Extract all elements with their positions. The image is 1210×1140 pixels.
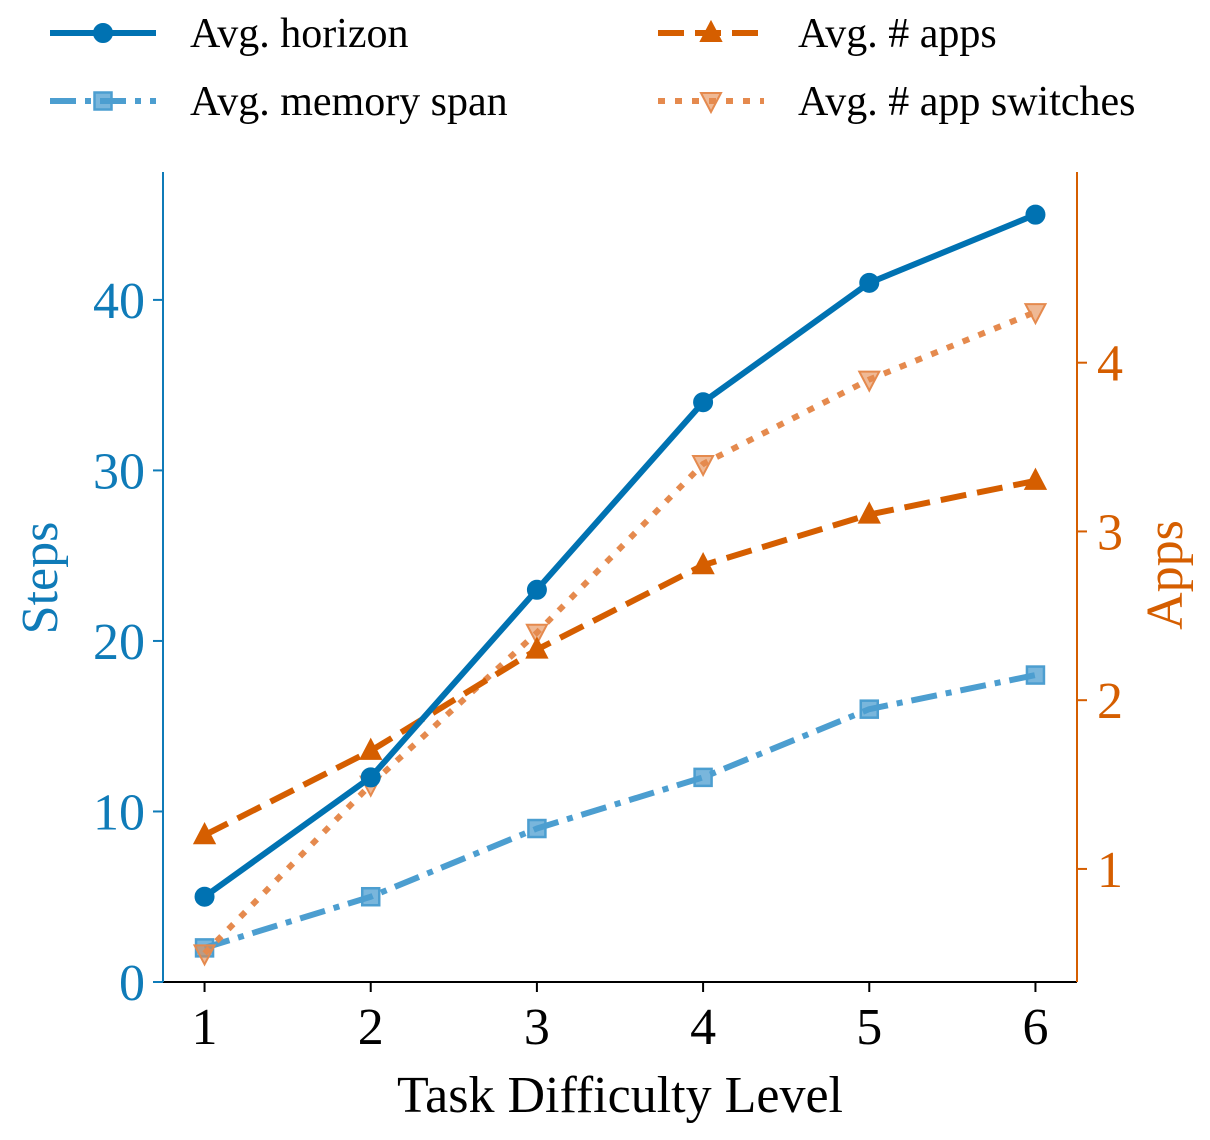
x-tick-label: 2: [358, 999, 384, 1056]
y-axis-title-steps: Steps: [12, 522, 69, 635]
series-apps-line: [203, 477, 1037, 838]
series-horizon-line: [202, 211, 1037, 900]
x-axis-title: Task Difficulty Level: [397, 1067, 843, 1124]
x-tick-label: 3: [524, 999, 550, 1056]
series-app-switches-point: [691, 454, 715, 478]
legend-marker: [93, 91, 113, 111]
series-apps-point: [1023, 467, 1048, 490]
legend-entry: Avg. horizon: [50, 11, 409, 57]
x-tick-label: 1: [192, 999, 218, 1056]
series-apps: [192, 467, 1048, 845]
legend-label: Avg. horizon: [190, 11, 409, 57]
series-memory-span-point: [527, 818, 547, 839]
y-axis-title-apps: Apps: [1137, 520, 1194, 630]
y-tick-label-steps: 0: [119, 955, 145, 1012]
series-horizon-point: [194, 886, 215, 907]
series-horizon-point: [859, 272, 880, 293]
legend-label: Avg. memory span: [190, 79, 508, 125]
legend-label: Avg. # app switches: [798, 79, 1136, 125]
x-tick-label: 6: [1022, 999, 1048, 1056]
series-app-switches-point: [525, 623, 549, 646]
series-memory-span-line: [203, 672, 1037, 951]
series-horizon-point: [1025, 204, 1046, 225]
series-memory-span-point: [1025, 665, 1046, 685]
series-horizon-point: [526, 579, 547, 600]
legend-label: Avg. # apps: [798, 11, 997, 57]
x-tick-label: 5: [856, 999, 882, 1056]
y-tick-label-steps: 40: [93, 273, 145, 330]
series-apps-point: [525, 636, 549, 659]
series-app-switches-line: [202, 309, 1037, 956]
y-tick-label-steps: 10: [93, 784, 145, 841]
legend-entry: Avg. memory span: [50, 79, 508, 125]
legend: Avg. horizon Avg. memory span Avg. # apps A…: [50, 11, 1136, 125]
series-apps-point: [691, 552, 715, 575]
series-apps-point: [857, 501, 881, 524]
legend-entry: Avg. # apps: [658, 11, 997, 57]
plot-area: 1 2 3 4 5 6 0 10 20 30 40 1 2 3 4: [93, 172, 1123, 1056]
y-tick-label-steps: 20: [93, 614, 145, 671]
y-tick-label-apps: 3: [1097, 504, 1123, 561]
series-memory-span-point: [859, 699, 880, 719]
series-app-switches-point: [192, 944, 217, 967]
series-memory-span-point: [693, 767, 713, 788]
y-tick-label-apps: 2: [1097, 673, 1123, 730]
series-app-switches: [192, 303, 1048, 967]
series-memory-span-point: [360, 886, 381, 907]
series-horizon-point: [693, 392, 714, 413]
y-tick-label-apps: 4: [1097, 336, 1123, 393]
series-horizon-point: [360, 767, 381, 788]
legend-marker: [699, 92, 723, 115]
series-app-switches-point: [857, 370, 881, 393]
legend-marker: [93, 23, 113, 43]
series-apps-point: [359, 737, 383, 760]
y-tick-label-apps: 1: [1097, 842, 1123, 899]
x-tick-label: 4: [690, 999, 716, 1056]
legend-marker: [699, 19, 723, 42]
series-horizon: [194, 204, 1046, 907]
series-apps-point: [192, 822, 217, 845]
legend-entry: Avg. # app switches: [658, 79, 1136, 125]
y-tick-label-steps: 30: [93, 443, 145, 500]
series-app-switches-point: [1023, 303, 1048, 326]
